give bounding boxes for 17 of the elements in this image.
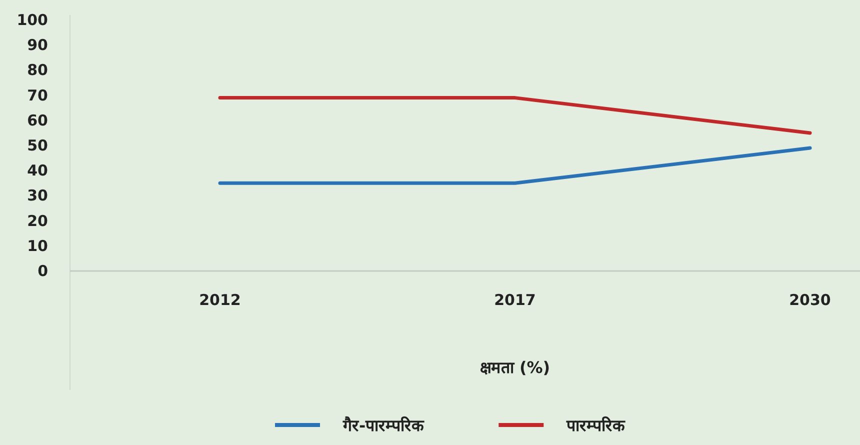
y-tick-label: 30 xyxy=(27,186,48,205)
y-tick-label: 60 xyxy=(27,111,48,130)
y-tick-label: 100 xyxy=(16,11,48,29)
x-axis-title: क्षमता (%) xyxy=(480,358,550,377)
y-tick-label: 70 xyxy=(27,86,48,104)
y-tick-label: 0 xyxy=(38,262,48,280)
y-tick-label: 50 xyxy=(27,136,48,154)
x-tick-label: 2012 xyxy=(199,291,241,309)
legend-label: गैर-पारम्परिक xyxy=(342,416,425,435)
x-tick-label: 2017 xyxy=(494,291,536,309)
y-tick-label: 90 xyxy=(27,36,48,54)
y-tick-label: 10 xyxy=(27,236,48,255)
legend-label: पारम्परिक xyxy=(566,416,626,435)
y-tick-label: 40 xyxy=(27,162,48,180)
y-tick-label: 80 xyxy=(27,61,48,80)
x-tick-label: 2030 xyxy=(789,291,831,309)
y-tick-label: 20 xyxy=(27,212,48,230)
